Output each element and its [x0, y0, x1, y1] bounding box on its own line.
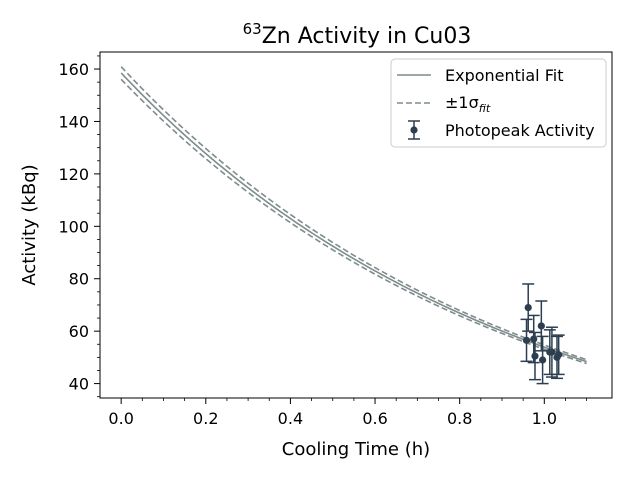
x-tick-label: 0.0 — [108, 409, 133, 428]
data-point — [528, 331, 541, 381]
plot-area — [120, 66, 587, 385]
x-tick-label: 0.2 — [193, 409, 218, 428]
x-tick-label: 0.8 — [447, 409, 472, 428]
title-text: Zn Activity in Cu03 — [262, 24, 472, 49]
x-tick-label: 0.6 — [362, 409, 387, 428]
data-point-marker — [530, 335, 538, 343]
data-point-marker — [537, 322, 545, 330]
fit-lower-sigma-line — [120, 78, 587, 365]
x-tick-label: 0.4 — [278, 409, 303, 428]
legend: Exponential Fit ±1σfit Photopeak Activit… — [390, 58, 607, 148]
y-tick-label: 40 — [69, 375, 89, 394]
data-point — [552, 334, 565, 376]
fit-upper-sigma-line — [120, 66, 587, 361]
x-axis: 0.0 0.2 0.4 0.6 0.8 1.0 — [108, 398, 588, 428]
x-tick-label: 1.0 — [532, 409, 557, 428]
y-tick-label: 60 — [69, 322, 89, 341]
data-point — [535, 300, 548, 352]
y-tick-label: 100 — [58, 217, 89, 236]
plot-frame — [99, 51, 613, 399]
legend-errorbar-swatch — [408, 120, 420, 140]
data-point — [522, 283, 535, 332]
exponential-fit-line — [120, 72, 587, 363]
data-point-marker — [539, 356, 547, 364]
data-point-marker — [524, 303, 532, 312]
legend-sigma-label: ±1σfit — [445, 93, 491, 115]
legend-sigma-subscript: fit — [479, 102, 491, 115]
data-point — [536, 335, 549, 385]
data-point — [520, 318, 533, 363]
x-axis-label: Cooling Time (h) — [282, 439, 430, 460]
y-tick-label: 80 — [69, 270, 89, 289]
y-axis-label: Activity (kBq) — [19, 164, 40, 285]
data-point-marker — [548, 348, 556, 356]
data-point — [545, 326, 558, 378]
title-isotope-superscript: 63 — [243, 20, 262, 38]
y-tick-label: 160 — [58, 60, 89, 79]
chart-title: 63Zn Activity in Cu03 — [243, 20, 472, 49]
data-point-marker — [531, 352, 539, 360]
legend-points-label: Photopeak Activity — [445, 121, 595, 140]
y-tick-label: 120 — [58, 165, 89, 184]
y-tick-label: 140 — [58, 112, 89, 131]
legend-fit-label: Exponential Fit — [445, 66, 563, 85]
legend-frame — [390, 58, 607, 148]
data-point-marker — [555, 351, 563, 359]
data-point-marker — [522, 336, 531, 344]
legend-sigma-text: ±1σ — [445, 93, 479, 112]
y-axis: 40 60 80 100 120 140 160 — [58, 55, 100, 398]
